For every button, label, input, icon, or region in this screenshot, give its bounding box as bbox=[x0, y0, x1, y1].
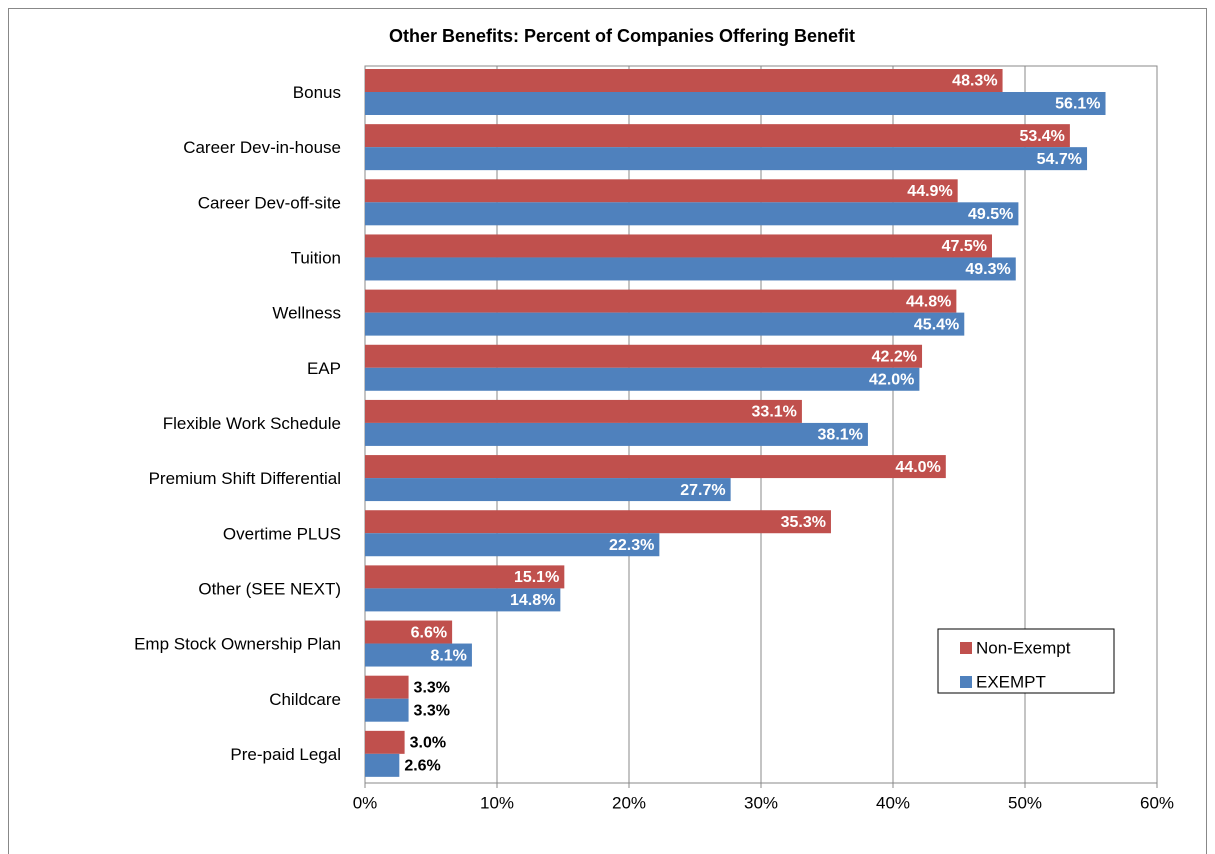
value-label: 53.4% bbox=[1020, 128, 1065, 145]
bar bbox=[365, 312, 965, 336]
bar bbox=[365, 478, 731, 502]
bar bbox=[365, 289, 957, 313]
bar bbox=[365, 675, 409, 699]
value-label: 49.3% bbox=[965, 261, 1010, 278]
category-label: Flexible Work Schedule bbox=[163, 414, 341, 433]
bar bbox=[365, 730, 405, 754]
value-label: 56.1% bbox=[1055, 96, 1100, 113]
bar bbox=[365, 533, 660, 557]
value-label: 38.1% bbox=[818, 427, 863, 444]
category-label: Emp Stock Ownership Plan bbox=[134, 635, 341, 654]
value-label: 49.5% bbox=[968, 206, 1013, 223]
category-label: Premium Shift Differential bbox=[149, 469, 341, 488]
bar bbox=[365, 179, 958, 203]
value-label: 54.7% bbox=[1037, 151, 1082, 168]
category-label: Overtime PLUS bbox=[223, 524, 341, 543]
bar bbox=[365, 753, 400, 777]
bar bbox=[365, 510, 831, 534]
value-label: 33.1% bbox=[752, 404, 797, 421]
bar bbox=[365, 698, 409, 722]
value-label: 42.2% bbox=[872, 348, 917, 365]
value-label: 14.8% bbox=[510, 592, 555, 609]
value-label: 42.0% bbox=[869, 371, 914, 388]
value-label: 3.3% bbox=[414, 702, 450, 719]
bar bbox=[365, 124, 1070, 148]
value-label: 48.3% bbox=[952, 73, 997, 90]
category-label: Pre-paid Legal bbox=[230, 745, 341, 764]
x-tick-label: 60% bbox=[1140, 793, 1174, 812]
category-label: Other (SEE NEXT) bbox=[198, 579, 341, 598]
category-label: Career Dev-off-site bbox=[198, 193, 341, 212]
value-label: 22.3% bbox=[609, 537, 654, 554]
value-label: 44.9% bbox=[907, 183, 952, 200]
value-label: 2.6% bbox=[404, 758, 440, 775]
x-tick-label: 50% bbox=[1008, 793, 1042, 812]
bar bbox=[365, 588, 561, 612]
bar bbox=[365, 620, 453, 644]
legend-swatch bbox=[960, 642, 972, 654]
bar bbox=[365, 202, 1019, 226]
category-label: Tuition bbox=[291, 249, 341, 268]
value-label: 8.1% bbox=[430, 647, 466, 664]
category-label: EAP bbox=[307, 359, 341, 378]
bar bbox=[365, 234, 992, 258]
bar bbox=[365, 69, 1003, 92]
value-label: 47.5% bbox=[942, 238, 987, 255]
value-label: 27.7% bbox=[680, 482, 725, 499]
legend-label: Non-Exempt bbox=[976, 638, 1071, 657]
category-label: Career Dev-in-house bbox=[183, 138, 341, 157]
value-label: 44.8% bbox=[906, 293, 951, 310]
value-label: 6.6% bbox=[411, 624, 447, 641]
bar bbox=[365, 399, 802, 423]
legend-swatch bbox=[960, 676, 972, 688]
x-tick-label: 40% bbox=[876, 793, 910, 812]
value-label: 15.1% bbox=[514, 569, 559, 586]
bar bbox=[365, 367, 920, 391]
category-label: Bonus bbox=[293, 83, 341, 102]
legend-label: EXEMPT bbox=[976, 672, 1046, 691]
bar bbox=[365, 257, 1016, 281]
bar bbox=[365, 455, 946, 479]
value-label: 44.0% bbox=[895, 459, 940, 476]
value-label: 3.3% bbox=[414, 679, 450, 696]
bar bbox=[365, 565, 565, 589]
bar bbox=[365, 643, 472, 667]
value-label: 35.3% bbox=[781, 514, 826, 531]
x-tick-label: 0% bbox=[353, 793, 378, 812]
chart-title: Other Benefits: Percent of Companies Off… bbox=[389, 26, 855, 46]
x-tick-label: 10% bbox=[480, 793, 514, 812]
x-tick-label: 30% bbox=[744, 793, 778, 812]
x-tick-label: 20% bbox=[612, 793, 646, 812]
bar bbox=[365, 147, 1088, 171]
value-label: 45.4% bbox=[914, 316, 959, 333]
value-label: 3.0% bbox=[410, 735, 446, 752]
bar bbox=[365, 92, 1106, 115]
category-label: Wellness bbox=[272, 304, 341, 323]
category-label: Childcare bbox=[269, 690, 341, 709]
bar bbox=[365, 422, 868, 446]
bar bbox=[365, 344, 923, 368]
